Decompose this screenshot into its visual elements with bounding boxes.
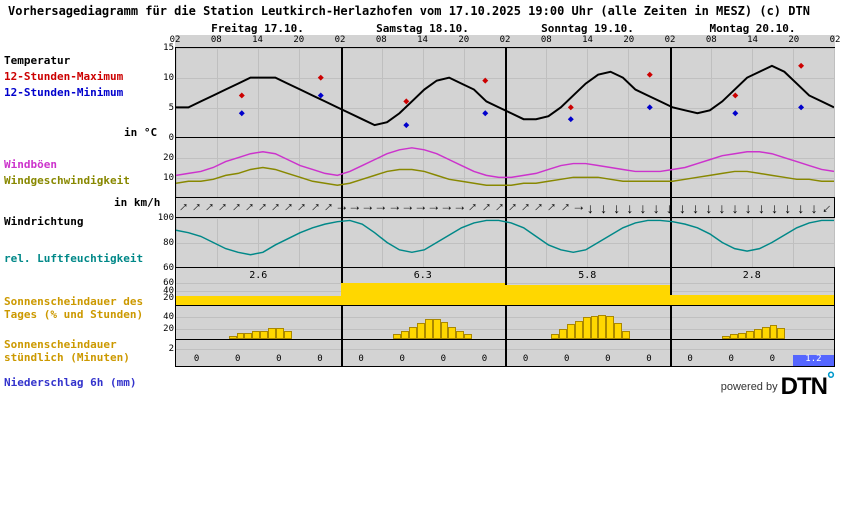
dtn-logo: DTN [781,373,834,401]
day-header: Samstag 18.10. [340,22,505,35]
label-relhum: rel. Luftfeuchtigkeit [4,252,143,265]
day-headers: Freitag 17.10.Samstag 18.10.Sonntag 19.1… [175,22,835,35]
label-windboen: Windböen [4,158,57,171]
day-header: Montag 20.10. [670,22,835,35]
label-windspeed: Windgeschwindigkeit [4,174,130,187]
label-max: 12-Stunden-Maximum [4,70,123,83]
forecast-diagram: Vorhersagediagramm für die Station Leutk… [0,0,850,524]
footer-text: powered by [721,381,778,393]
wind-panel: 1020 [175,137,835,197]
precip-panel: 20000000000000001.2 [175,339,835,367]
label-temp-unit: in °C [124,126,157,139]
day-header: Sonntag 19.10. [505,22,670,35]
label-min: 12-Stunden-Minimum [4,86,123,99]
sunhour-panel: 2040 [175,305,835,339]
label-temperatur: Temperatur [4,54,70,67]
humidity-panel: 6080100 [175,217,835,267]
winddir-panel: ↓↓↓↓↓↓↓↓↓↓↓↓↓↓↓↓↓↓↓↓↓↓↓↓↓↓↓↓↓↓↓↓↓↓↓↓↓↓↓↓… [175,197,835,217]
temperature-panel: 051015 [175,47,835,137]
label-sunhour: Sonnenscheindauer stündlich (Minuten) [4,338,144,364]
day-header: Freitag 17.10. [175,22,340,35]
label-precip: Niederschlag 6h (mm) [4,376,136,389]
label-sunday: Sonnenscheindauer des Tages (% und Stund… [4,295,144,321]
chart-title: Vorhersagediagramm für die Station Leutk… [0,0,850,22]
label-windrichtung: Windrichtung [4,215,83,228]
label-wind-unit: in km/h [114,196,160,209]
chart-panels: 0208142002081420020814200208142002 05101… [175,35,835,367]
sunday-panel: 2040602.66.35.82.8 [175,267,835,305]
